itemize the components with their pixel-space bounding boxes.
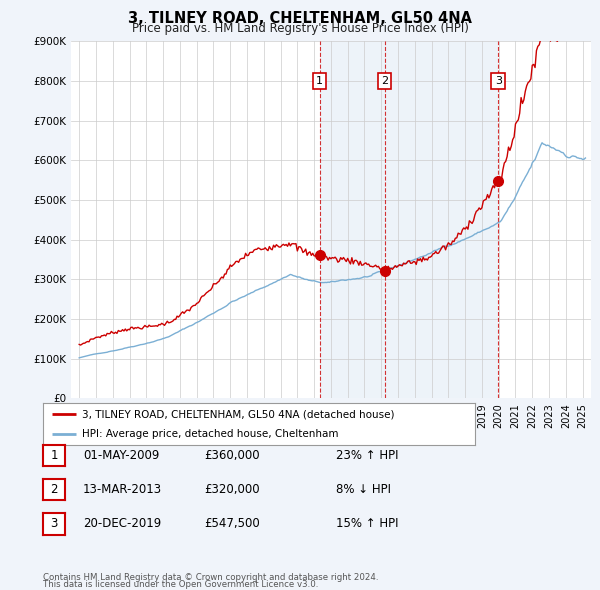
Text: 1: 1 [316,76,323,86]
Bar [385,41,498,398]
Text: 1: 1 [50,449,58,462]
Bar [320,41,385,398]
Text: £320,000: £320,000 [204,483,260,496]
Text: 8% ↓ HPI: 8% ↓ HPI [336,483,391,496]
Text: 2: 2 [381,76,388,86]
Text: 3: 3 [50,517,58,530]
Text: 15% ↑ HPI: 15% ↑ HPI [336,517,398,530]
Text: 3, TILNEY ROAD, CHELTENHAM, GL50 4NA: 3, TILNEY ROAD, CHELTENHAM, GL50 4NA [128,11,472,27]
Text: £360,000: £360,000 [204,449,260,462]
Text: 3: 3 [495,76,502,86]
Text: 23% ↑ HPI: 23% ↑ HPI [336,449,398,462]
Text: 13-MAR-2013: 13-MAR-2013 [83,483,162,496]
Text: 01-MAY-2009: 01-MAY-2009 [83,449,159,462]
Text: £547,500: £547,500 [204,517,260,530]
Text: Contains HM Land Registry data © Crown copyright and database right 2024.: Contains HM Land Registry data © Crown c… [43,572,379,582]
Text: Price paid vs. HM Land Registry's House Price Index (HPI): Price paid vs. HM Land Registry's House … [131,22,469,35]
Text: 2: 2 [50,483,58,496]
Text: 3, TILNEY ROAD, CHELTENHAM, GL50 4NA (detached house): 3, TILNEY ROAD, CHELTENHAM, GL50 4NA (de… [82,409,395,419]
Text: This data is licensed under the Open Government Licence v3.0.: This data is licensed under the Open Gov… [43,580,319,589]
Text: HPI: Average price, detached house, Cheltenham: HPI: Average price, detached house, Chel… [82,429,338,439]
Text: 20-DEC-2019: 20-DEC-2019 [83,517,161,530]
